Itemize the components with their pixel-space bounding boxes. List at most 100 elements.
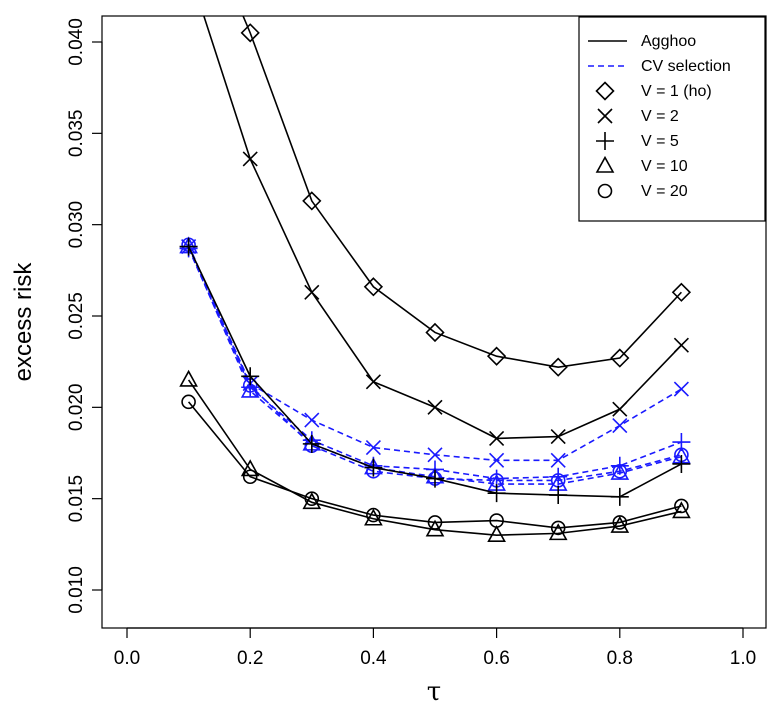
data-point <box>366 507 381 523</box>
y-tick-label: 0.020 <box>66 384 87 432</box>
plot-series-layer <box>179 16 692 543</box>
data-point <box>612 515 628 530</box>
y-tick-label: 0.015 <box>66 475 87 523</box>
x-tick-label: 0.6 <box>483 648 509 669</box>
series-line <box>187 248 682 480</box>
data-point <box>179 237 198 256</box>
legend-label: V = 2 <box>641 108 679 125</box>
data-point <box>240 23 260 43</box>
data-point <box>426 469 444 488</box>
y-tick-label: 0.010 <box>66 566 87 614</box>
data-point <box>302 191 322 211</box>
data-point <box>489 452 505 468</box>
data-point <box>487 484 506 503</box>
legend-entry: Agghoo <box>588 33 696 50</box>
legend-marker-swatch <box>595 155 615 173</box>
series-line <box>187 246 682 485</box>
y-tick-label: 0.025 <box>66 292 87 340</box>
data-point <box>550 428 566 445</box>
series-line <box>187 401 682 529</box>
data-point <box>673 381 689 397</box>
y-axis-label: excess risk <box>10 262 37 382</box>
series-cv-selection-circle <box>181 237 689 488</box>
data-point <box>181 394 196 410</box>
data-point <box>549 486 568 505</box>
legend-label: V = 10 <box>641 158 688 175</box>
x-tick-label: 0.8 <box>607 648 633 669</box>
legend-label: Agghoo <box>641 33 696 50</box>
data-point <box>610 515 630 533</box>
series-line <box>187 246 682 462</box>
series-line <box>187 379 682 537</box>
data-point <box>242 151 258 167</box>
series-agghoo-plus <box>179 237 691 506</box>
y-tick-label: 0.030 <box>66 201 87 249</box>
y-tick-label: 0.035 <box>66 110 87 158</box>
data-point <box>612 418 628 434</box>
data-point <box>302 492 322 510</box>
data-point <box>304 491 320 506</box>
legend-label: V = 20 <box>641 183 688 200</box>
series-cv-selection-plus <box>179 239 691 488</box>
series-agghoo-circle <box>181 394 689 536</box>
legend-entry: V = 20 <box>597 183 688 200</box>
legend-marker-swatch <box>597 183 613 199</box>
data-point <box>242 469 258 485</box>
data-point <box>672 454 691 473</box>
series-line <box>187 244 682 482</box>
x-tick-label: 0.4 <box>360 648 387 669</box>
data-point <box>489 513 504 528</box>
series-line <box>187 246 682 498</box>
data-point <box>365 439 381 456</box>
data-point <box>610 487 629 506</box>
legend-entry: V = 1 (ho) <box>595 81 712 101</box>
legend-marker-swatch <box>597 108 613 124</box>
data-point <box>179 369 198 387</box>
data-point <box>486 346 507 366</box>
data-point <box>550 452 566 468</box>
data-point <box>363 277 384 297</box>
series-agghoo-diamond <box>240 16 692 377</box>
x-tick-label: 0.0 <box>114 648 140 669</box>
data-point <box>364 508 383 526</box>
x-tick-label: 1.0 <box>730 648 756 669</box>
series-line <box>242 16 682 368</box>
x-axis: 0.0 0.2 0.4 0.6 0.8 1.0 <box>114 627 756 669</box>
data-point <box>427 399 443 415</box>
data-point <box>489 430 505 446</box>
data-point <box>425 322 445 343</box>
x-axis-label: τ <box>427 677 441 701</box>
series-cv-selection-triangle <box>179 236 691 491</box>
data-point <box>302 434 321 453</box>
x-tick-label: 0.2 <box>237 648 263 669</box>
y-axis: 0.010 0.015 0.020 0.025 0.030 0.035 0.040 <box>66 18 103 614</box>
series-agghoo-cross <box>203 16 689 446</box>
data-point <box>671 282 692 302</box>
data-point <box>673 337 689 353</box>
legend-entry: V = 5 <box>596 132 679 150</box>
data-point <box>304 284 320 300</box>
legend-label: V = 1 (ho) <box>641 83 712 100</box>
data-point <box>304 412 320 428</box>
data-point <box>364 458 383 477</box>
data-point <box>550 520 566 536</box>
legend-entry: V = 2 <box>597 108 679 125</box>
data-point <box>427 447 443 463</box>
legend-marker-swatch <box>595 81 615 101</box>
legend-label: CV selection <box>641 58 731 75</box>
legend-label: V = 5 <box>641 133 679 150</box>
data-point <box>487 525 506 543</box>
legend-entry: CV selection <box>588 58 731 75</box>
data-point <box>612 401 628 417</box>
legend: Agghoo CV selection V = 1 (ho) V = 2 V = 5 V … <box>578 16 766 222</box>
data-point <box>612 463 628 479</box>
series-cv-selection-cross <box>181 239 689 468</box>
legend-entry: V = 10 <box>595 155 688 175</box>
data-point <box>610 462 630 480</box>
data-point <box>365 374 381 390</box>
data-point <box>610 348 630 368</box>
data-point <box>241 367 260 386</box>
y-tick-label: 0.040 <box>66 18 87 66</box>
legend-marker-swatch <box>596 132 614 150</box>
